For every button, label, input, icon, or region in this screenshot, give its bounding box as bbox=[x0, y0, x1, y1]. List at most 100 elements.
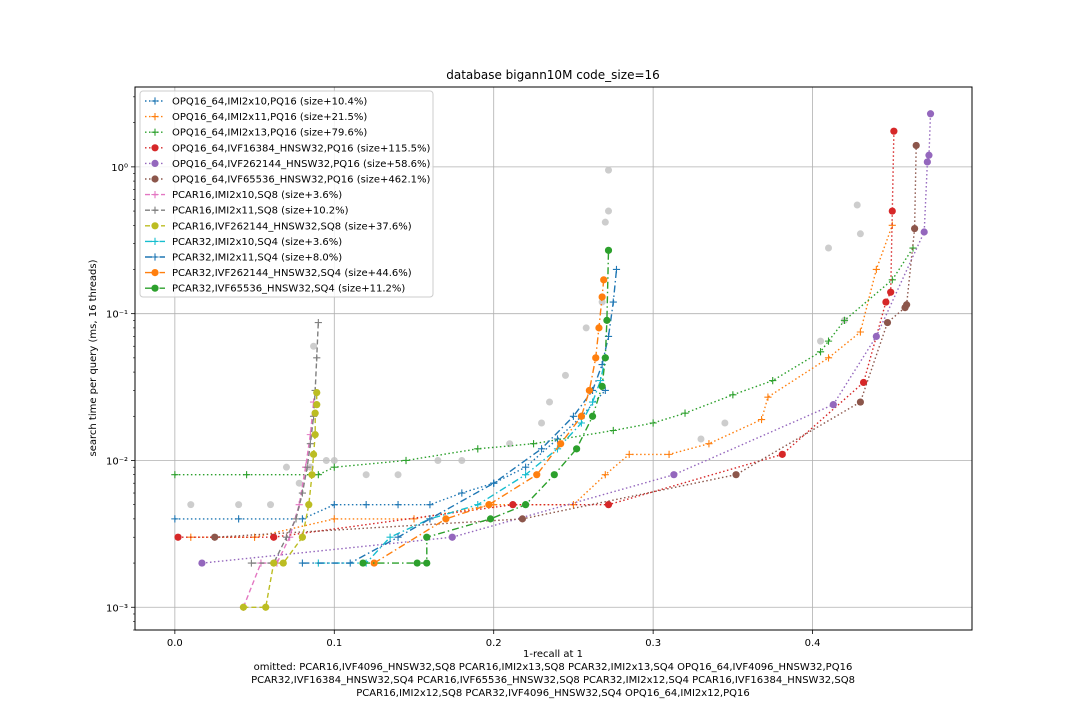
series-point bbox=[840, 316, 849, 324]
series-point bbox=[305, 501, 313, 509]
series-point bbox=[601, 386, 609, 395]
series-point bbox=[649, 419, 657, 427]
x-tick-label: 0.0 bbox=[167, 638, 183, 649]
omitted-point bbox=[295, 479, 303, 487]
omitted-point bbox=[362, 471, 370, 479]
omitted-point bbox=[601, 218, 609, 226]
series-point bbox=[490, 479, 498, 487]
series-point bbox=[705, 440, 713, 448]
series-point bbox=[270, 559, 278, 567]
series-point bbox=[882, 298, 890, 306]
series-point bbox=[247, 559, 255, 567]
series-point bbox=[211, 533, 219, 541]
series-point bbox=[359, 559, 367, 567]
legend-box bbox=[139, 90, 434, 298]
series-line bbox=[190, 225, 893, 538]
series-point bbox=[522, 501, 530, 509]
legend-item-7: PCAR16,IMI2x10,SQ8 (size+3.6%) bbox=[145, 190, 342, 201]
series-point bbox=[313, 388, 321, 397]
legend-label: PCAR32,IMI2x11,SQ4 (size+8.0%) bbox=[172, 253, 342, 264]
series-point bbox=[926, 110, 935, 118]
legend-label: OPQ16_64,IVF16384_HNSW32,PQ16 (size+115.… bbox=[172, 143, 430, 154]
series-point bbox=[330, 515, 338, 523]
series-point bbox=[625, 450, 633, 458]
series-point bbox=[330, 501, 338, 509]
series-point bbox=[423, 559, 431, 567]
series-4 bbox=[174, 127, 898, 541]
series-layer bbox=[171, 110, 935, 611]
series-9 bbox=[239, 388, 321, 611]
series-13 bbox=[359, 246, 613, 567]
y-tick-label: 10⁻¹ bbox=[106, 310, 128, 321]
series-point bbox=[887, 288, 895, 296]
omitted-note-line-2: PCAR32,IVF16384_HNSW32,SQ4 PCAR16,IVF655… bbox=[251, 675, 855, 686]
legend-label: PCAR32,IVF262144_HNSW32,SQ4 (size+44.6%) bbox=[172, 268, 412, 279]
omitted-point bbox=[605, 207, 613, 215]
series-5 bbox=[198, 110, 935, 567]
series-point bbox=[903, 301, 911, 309]
omitted-point bbox=[598, 298, 606, 306]
series-point bbox=[303, 463, 311, 471]
series-point bbox=[829, 401, 837, 409]
legend-items: OPQ16_64,IMI2x10,PQ16 (size+10.4%) OPQ16_… bbox=[145, 97, 430, 295]
legend-swatch-marker bbox=[151, 253, 159, 261]
series-point bbox=[604, 501, 613, 509]
omitted-point bbox=[267, 501, 275, 509]
omitted-point bbox=[322, 456, 330, 464]
x-axis-ticks: 0.0 0.1 0.2 0.3 0.4 bbox=[167, 630, 821, 649]
series-point bbox=[413, 559, 421, 567]
series-point bbox=[600, 276, 608, 284]
x-tick-label: 0.4 bbox=[805, 638, 821, 649]
series-point bbox=[872, 265, 880, 274]
series-point bbox=[522, 471, 530, 479]
legend-swatch-marker bbox=[151, 97, 159, 105]
omitted-point bbox=[817, 337, 825, 345]
series-point bbox=[346, 559, 354, 567]
legend-label: PCAR16,IMI2x10,SQ8 (size+3.6%) bbox=[172, 190, 342, 201]
omitted-note-line-1: omitted: PCAR16,IVF4096_HNSW32,SQ8 PCAR1… bbox=[254, 662, 853, 673]
series-point bbox=[588, 412, 597, 420]
omitted-point bbox=[310, 342, 318, 350]
series-point bbox=[474, 445, 482, 453]
series-point bbox=[394, 533, 402, 541]
series-point bbox=[595, 324, 603, 332]
series-line bbox=[178, 131, 895, 538]
series-point bbox=[856, 398, 865, 406]
omitted-point bbox=[853, 201, 861, 209]
series-point bbox=[171, 471, 179, 479]
legend-swatch-marker bbox=[151, 222, 159, 230]
series-point bbox=[912, 141, 920, 150]
series-point bbox=[486, 515, 495, 523]
series-point bbox=[474, 501, 482, 509]
omitted-point bbox=[538, 419, 546, 427]
series-point bbox=[573, 445, 581, 453]
omitted-note: omitted: PCAR16,IVF4096_HNSW32,SQ8 PCAR1… bbox=[251, 662, 855, 699]
series-6 bbox=[211, 141, 920, 541]
series-point bbox=[824, 337, 833, 345]
series-point bbox=[665, 450, 673, 458]
series-point bbox=[270, 533, 278, 541]
omitted-point bbox=[697, 435, 705, 443]
series-point bbox=[577, 412, 586, 420]
omitted-point bbox=[546, 398, 554, 406]
y-tick-label: 10⁻² bbox=[106, 456, 128, 467]
series-point bbox=[577, 419, 585, 427]
series-point bbox=[925, 151, 933, 159]
series-point bbox=[872, 332, 880, 341]
omitted-point bbox=[561, 371, 569, 379]
series-point bbox=[330, 463, 338, 471]
x-tick-label: 0.2 bbox=[486, 638, 502, 649]
legend-label: PCAR16,IMI2x11,SQ8 (size+10.2%) bbox=[172, 206, 349, 217]
legend-item-11: PCAR32,IMI2x11,SQ4 (size+8.0%) bbox=[145, 253, 342, 264]
omitted-series-layer bbox=[187, 166, 864, 509]
series-point bbox=[529, 440, 538, 448]
series-point bbox=[585, 386, 593, 395]
series-point bbox=[816, 348, 825, 356]
omitted-point bbox=[605, 166, 613, 174]
series-line bbox=[302, 269, 618, 564]
series-point bbox=[386, 533, 394, 541]
series-point bbox=[920, 228, 928, 236]
y-axis-ticks: 10⁻³ 10⁻² 10⁻¹ 10⁰ bbox=[106, 96, 135, 631]
legend-swatch-marker bbox=[151, 284, 159, 292]
series-point bbox=[262, 603, 270, 611]
